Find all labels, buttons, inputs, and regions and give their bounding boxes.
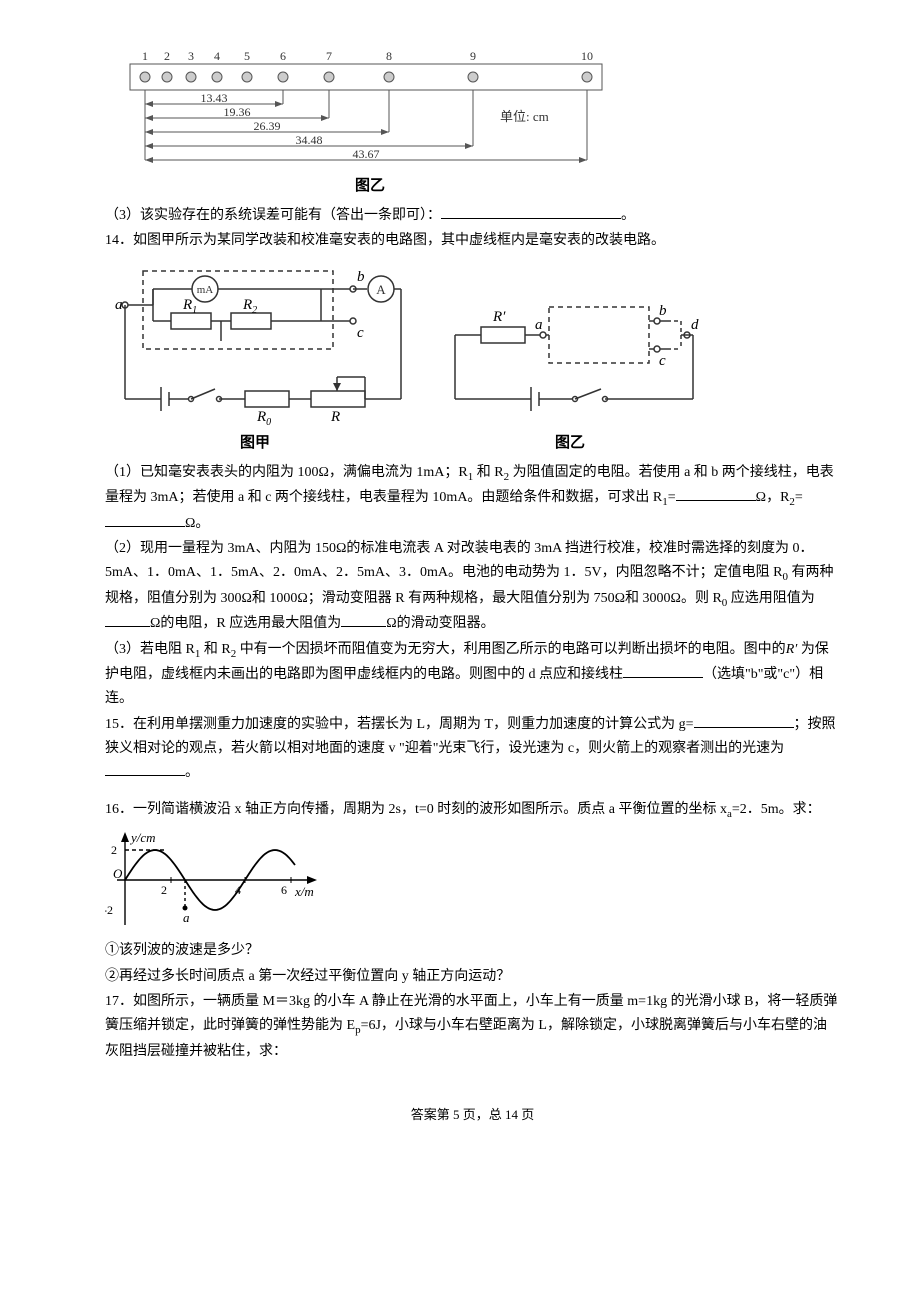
- q14-2e: Ω的滑动变阻器。: [386, 616, 494, 631]
- svg-text:9: 9: [470, 49, 476, 63]
- footer-a: 答案第: [411, 1107, 453, 1122]
- svg-text:a: a: [115, 297, 123, 313]
- svg-text:c: c: [659, 353, 666, 369]
- circuit-right-svg: R′ a b c d: [435, 299, 705, 429]
- svg-text:5: 5: [244, 49, 250, 63]
- svg-text:d: d: [691, 317, 699, 333]
- svg-text:R: R: [330, 409, 340, 425]
- q16: 16．一列简谐横波沿 x 轴正方向传播，周期为 2s，t=0 时刻的波形如图所示…: [105, 798, 840, 823]
- q14-1g: Ω。: [185, 516, 209, 531]
- svg-text:b: b: [659, 303, 667, 319]
- svg-text:1: 1: [142, 49, 148, 63]
- q14-3: （3）若电阻 R1 和 R2 中有一个因损坏而阻值变为无穷大，利用图乙所示的电路…: [105, 638, 840, 711]
- q14-2c: 应选用阻值为: [731, 591, 815, 606]
- q14-3c: 中有一个因损坏而阻值变为无穷大，利用图乙所示的电路可以判断出损坏的电阻。图中的: [240, 642, 786, 657]
- figure-tape: 1 2 3 4 5 6 7 8 9 10 13.4319.3626.39 34.48 43.67 单位…: [125, 46, 840, 200]
- q14-intro: 14．如图甲所示为某同学改装和校准毫安表的电路图，其中虚线框内是毫安表的改装电路…: [105, 229, 840, 253]
- svg-text:10: 10: [581, 49, 593, 63]
- q14-1-blank2: [105, 512, 185, 527]
- q14-1d: =: [668, 490, 676, 505]
- svg-text:43.67: 43.67: [353, 147, 380, 161]
- wave-ytick-2: 2: [111, 843, 117, 857]
- wave-origin-label: O: [113, 866, 123, 881]
- wave-a-label: a: [183, 910, 190, 925]
- q13-3: （3）该实验存在的系统误差可能有（答出一条即可）： 。: [105, 204, 840, 228]
- q17: 17．如图所示，一辆质量 M＝3kg 的小车 A 静止在光滑的水平面上，小车上有…: [105, 990, 840, 1063]
- svg-text:4: 4: [214, 49, 220, 63]
- q15: 15．在利用单摆测重力加速度的实验中，若摆长为 L，周期为 T，则重力加速度的计…: [105, 713, 840, 784]
- page-footer: 答案第 5 页，总 14 页: [105, 1104, 840, 1126]
- svg-text:26.39: 26.39: [254, 119, 281, 133]
- figure-circuits: mA: [105, 259, 840, 457]
- q14-1: （1）已知毫安表表头的内阻为 100Ω，满偏电流为 1mA；R1 和 R2 为阻…: [105, 461, 840, 536]
- svg-text:c: c: [357, 325, 364, 341]
- q16b: =2．5m。求：: [732, 802, 821, 817]
- svg-text:19.36: 19.36: [224, 105, 251, 119]
- q14-1e: Ω，R: [756, 490, 790, 505]
- q14-2d: Ω的电阻，R 应选用最大阻值为: [150, 616, 341, 631]
- svg-text:R′: R′: [492, 309, 506, 325]
- svg-text:A: A: [376, 282, 386, 297]
- q14-3-blank: [623, 663, 703, 678]
- q14-1b: 和 R: [477, 465, 504, 480]
- q15-blank2: [105, 761, 185, 776]
- wave-svg: 2 4 6 2 -2 O y/cm x/m a: [105, 830, 325, 935]
- q15c: 。: [185, 765, 199, 780]
- tape-svg: 1 2 3 4 5 6 7 8 9 10 13.4319.3626.39 34.48 43.67 单位…: [125, 46, 615, 172]
- footer-c: 页: [518, 1107, 534, 1122]
- q13-3-blank: [441, 204, 621, 219]
- q13-3-text: （3）该实验存在的系统误差可能有（答出一条即可）：: [105, 208, 441, 223]
- q14-2-blank1: [105, 612, 150, 627]
- svg-text:13.43: 13.43: [201, 91, 228, 105]
- q14-2-blank2: [341, 612, 386, 627]
- svg-text:4: 4: [235, 883, 241, 897]
- svg-text:R0: R0: [256, 409, 271, 428]
- circuit-left-svg: mA: [105, 259, 405, 429]
- svg-text:2: 2: [164, 49, 170, 63]
- q14-2: （2）现用一量程为 3mA、内阻为 150Ω的标准电流表 A 对改装电表的 3m…: [105, 537, 840, 636]
- q14-3a: （3）若电阻 R: [105, 642, 195, 657]
- svg-text:6: 6: [280, 49, 286, 63]
- figure-wave: 2 4 6 2 -2 O y/cm x/m a: [105, 830, 840, 935]
- svg-text:b: b: [357, 269, 365, 285]
- circuit-right-label: 图乙: [555, 431, 585, 457]
- q14-1f: =: [795, 490, 803, 505]
- svg-text:mA: mA: [197, 284, 214, 296]
- svg-text:2: 2: [161, 883, 167, 897]
- circuit-left-label: 图甲: [240, 431, 270, 457]
- q15-blank1: [694, 713, 794, 728]
- svg-text:34.48: 34.48: [296, 133, 323, 147]
- fig-top-label: 图乙: [125, 174, 615, 200]
- footer-total: 14: [505, 1107, 518, 1122]
- q16a: 16．一列简谐横波沿 x 轴正方向传播，周期为 2s，t=0 时刻的波形如图所示…: [105, 802, 727, 817]
- svg-text:6: 6: [281, 883, 287, 897]
- svg-text:7: 7: [326, 49, 332, 63]
- q14-1-blank1: [676, 486, 756, 501]
- svg-text:3: 3: [188, 49, 194, 63]
- wave-ytick-neg2: -2: [105, 903, 113, 917]
- q14-2a: （2）现用一量程为 3mA、内阻为 150Ω的标准电流表 A 对改装电表的 3m…: [105, 541, 813, 580]
- q16-q1: ①该列波的波速是多少？: [105, 939, 840, 963]
- wave-ylabel: y/cm: [129, 830, 156, 845]
- q14-1a: （1）已知毫安表表头的内阻为 100Ω，满偏电流为 1mA；R: [105, 465, 468, 480]
- q13-3-end: 。: [621, 208, 635, 223]
- footer-b: 页，总: [459, 1107, 505, 1122]
- unit-label: 单位: cm: [500, 109, 549, 124]
- svg-text:8: 8: [386, 49, 392, 63]
- wave-xlabel: x/m: [294, 884, 314, 899]
- q14-3b: 和 R: [204, 642, 231, 657]
- svg-text:a: a: [535, 317, 543, 333]
- q15a: 15．在利用单摆测重力加速度的实验中，若摆长为 L，周期为 T，则重力加速度的计…: [105, 717, 694, 732]
- q16-q2: ②再经过多长时间质点 a 第一次经过平衡位置向 y 轴正方向运动？: [105, 965, 840, 989]
